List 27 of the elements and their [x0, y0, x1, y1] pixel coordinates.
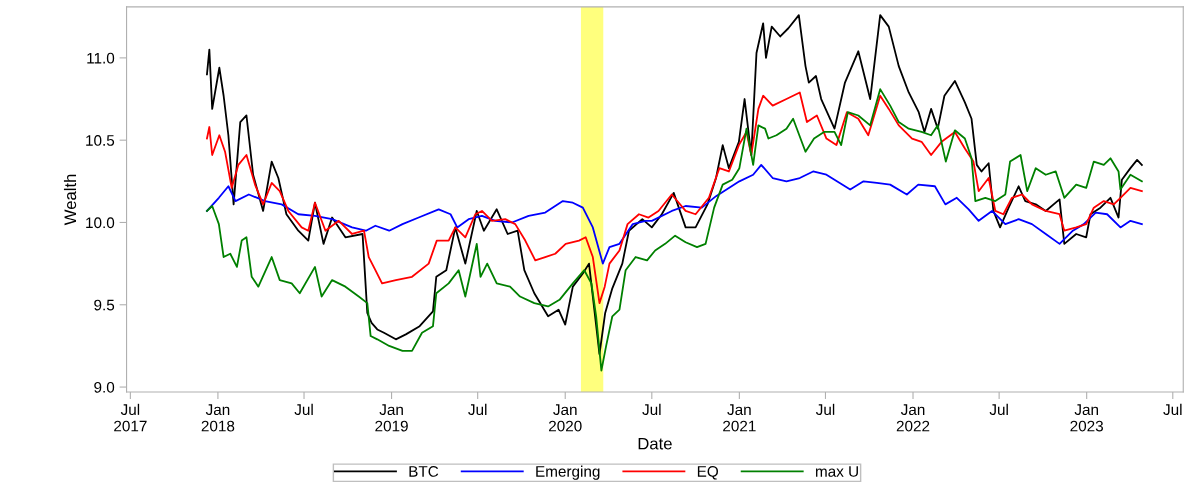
- line-series: [206, 91, 1143, 305]
- x-tick-label: Jul: [468, 403, 487, 416]
- y-axis-title: Wealth: [63, 174, 77, 226]
- x-tick-label: Jan 2018: [201, 404, 235, 432]
- y-tick-label: 9.5: [94, 299, 115, 311]
- x-tick-label: Jan 2023: [1070, 404, 1103, 432]
- x-tick-label: Jan 2019: [375, 404, 408, 432]
- legend-label: Emerging: [536, 465, 600, 480]
- x-axis-title: Date: [638, 437, 672, 450]
- x-tick-label: Jul: [642, 403, 661, 416]
- x-tick-label: Jan 2020: [549, 404, 582, 432]
- line-series: [206, 14, 1143, 356]
- legend-label: BTC: [409, 466, 439, 477]
- x-tick-label: Jan 2022: [896, 404, 930, 432]
- y-tick-label: 11.0: [87, 52, 115, 64]
- x-tick-label: Jul: [294, 403, 313, 416]
- y-tick-label: 9.0: [94, 381, 115, 393]
- x-tick-label: Jan 2021: [723, 404, 756, 432]
- x-tick-label: Jul: [989, 403, 1008, 416]
- legend-label: EQ: [697, 466, 718, 480]
- line-series: [206, 88, 1143, 372]
- x-tick-label: Jul 2017: [114, 403, 147, 432]
- x-tick-label: Jul: [1163, 403, 1182, 416]
- legend-label: max U: [815, 466, 858, 477]
- x-tick-label: Jul: [815, 403, 835, 416]
- y-tick-label: 10.0: [86, 217, 115, 229]
- y-tick-label: 10.5: [86, 135, 115, 146]
